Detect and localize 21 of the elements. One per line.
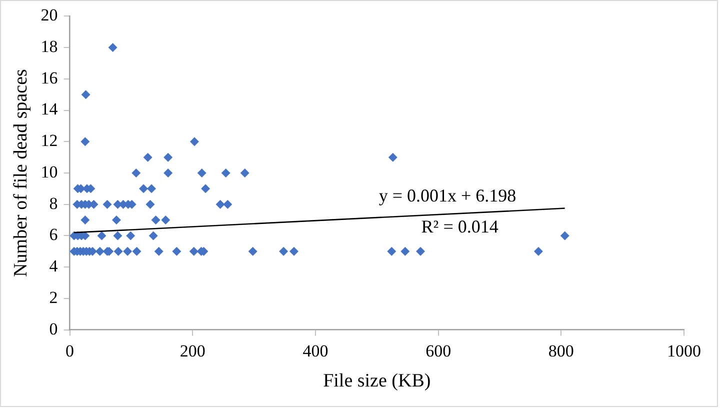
y-tick-label: 8 bbox=[49, 194, 58, 213]
y-tick-label: 20 bbox=[40, 6, 58, 25]
x-tick-label: 0 bbox=[66, 341, 74, 360]
annotation: R² = 0.014 bbox=[421, 216, 498, 237]
y-tick-label: 14 bbox=[40, 100, 58, 119]
y-tick-label: 6 bbox=[49, 225, 58, 244]
y-tick-label: 12 bbox=[40, 131, 58, 150]
x-tick-label: 600 bbox=[426, 341, 452, 360]
x-tick-label: 400 bbox=[302, 341, 328, 360]
y-tick-label: 2 bbox=[49, 288, 58, 307]
y-tick-label: 16 bbox=[40, 68, 58, 88]
y-tick-label: 4 bbox=[49, 256, 58, 276]
x-tick-label: 200 bbox=[180, 341, 206, 360]
y-tick-label: 18 bbox=[40, 37, 58, 56]
x-tick-label: 1000 bbox=[667, 341, 701, 360]
annotation: y = 0.001x + 6.198 bbox=[378, 185, 516, 206]
y-tick-label: 0 bbox=[49, 319, 58, 338]
y-axis-title: Number of file dead spaces bbox=[10, 69, 32, 277]
x-axis-title: File size (KB) bbox=[323, 370, 431, 392]
x-tick-label: 800 bbox=[548, 341, 574, 360]
y-tick-label: 10 bbox=[40, 162, 58, 182]
